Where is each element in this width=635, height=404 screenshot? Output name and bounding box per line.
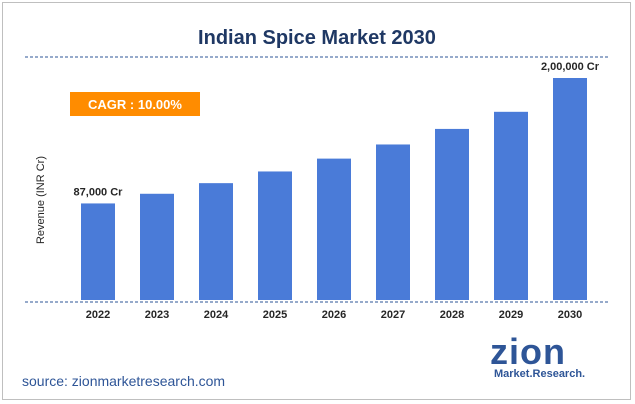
bar-2022 xyxy=(81,203,115,300)
x-tick-2023: 2023 xyxy=(145,309,169,321)
bars-layer xyxy=(81,78,587,300)
bar-2026 xyxy=(317,158,351,300)
x-tick-2026: 2026 xyxy=(322,309,346,321)
bar-2030 xyxy=(553,78,587,300)
x-tick-labels: 2022 2023 2024 2025 2026 2027 2028 2029 2030 xyxy=(86,309,582,321)
bar-2025 xyxy=(258,171,292,300)
x-tick-2028: 2028 xyxy=(440,309,464,321)
chart-title: Indian Spice Market 2030 xyxy=(198,27,436,49)
data-label-2030: 2,00,000 Cr xyxy=(541,61,600,73)
logo-wordmark: zion xyxy=(490,331,566,372)
y-axis-label: Revenue (INR Cr) xyxy=(35,156,47,244)
bar-2023 xyxy=(140,193,174,300)
bar-2029 xyxy=(494,111,528,300)
bar-2027 xyxy=(376,144,410,300)
zion-logo: zion Market.Research. xyxy=(490,334,605,384)
x-tick-2029: 2029 xyxy=(499,309,523,321)
bar-2028 xyxy=(435,128,469,300)
cagr-badge: CAGR : 10.00% xyxy=(70,92,200,116)
data-label-2022: 87,000 Cr xyxy=(74,186,124,198)
x-tick-2022: 2022 xyxy=(86,309,110,321)
bar-2024 xyxy=(199,183,233,300)
logo-tagline: Market.Research. xyxy=(494,368,586,380)
x-tick-2025: 2025 xyxy=(263,309,287,321)
x-tick-2024: 2024 xyxy=(204,309,229,321)
bar-annotations: 87,000 Cr 2,00,000 Cr xyxy=(74,61,600,198)
source-text: source: zionmarketresearch.com xyxy=(22,373,226,389)
x-tick-2030: 2030 xyxy=(558,309,582,321)
x-tick-2027: 2027 xyxy=(381,309,405,321)
